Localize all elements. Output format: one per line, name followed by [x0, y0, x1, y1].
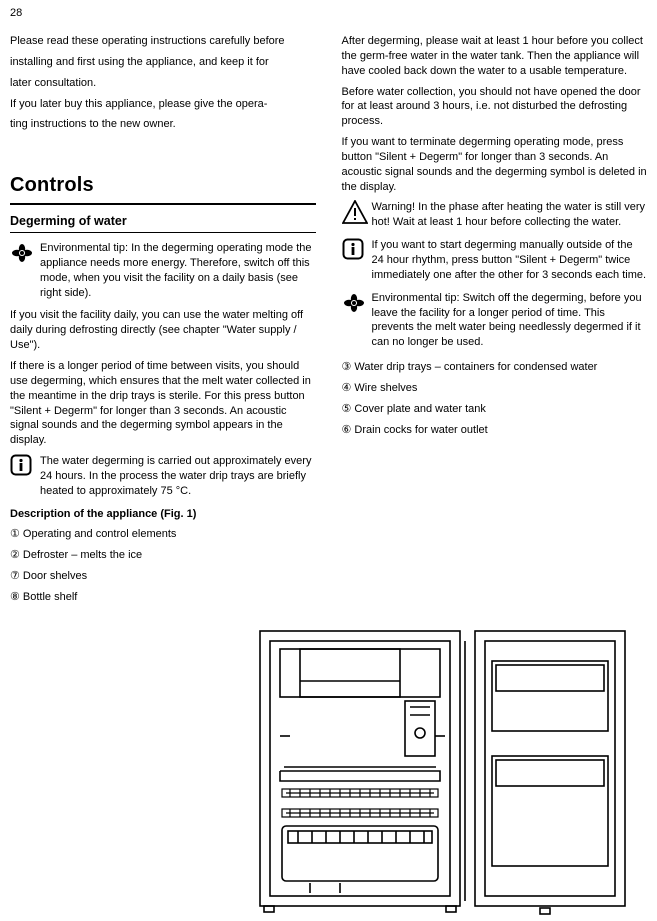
intro-line-5: ting instructions to the new owner. [10, 117, 316, 132]
warning-text: Warning! In the phase after heating the … [372, 201, 646, 228]
info-text-right: If you want to start degerming manually … [372, 239, 647, 281]
eco-text-right: Environmental tip: Switch off the degerm… [372, 292, 642, 349]
info-note-left: The water degerming is carried out appro… [10, 454, 316, 499]
intro-line-4: If you later buy this appliance, please … [10, 97, 316, 112]
label-2: ② Defroster – melts the ice [10, 548, 316, 563]
label-7: ⑦ Door shelves [10, 569, 316, 584]
figure-1 [10, 621, 647, 921]
intro-line-2: installing and first using the appliance… [10, 55, 316, 70]
label-5: ⑤ Cover plate and water tank [342, 402, 648, 417]
r-p3: If you want to terminate degerming opera… [342, 135, 648, 194]
left-column: Please read these operating instructions… [10, 34, 320, 611]
label-3: ③ Water drip trays – containers for cond… [342, 360, 648, 375]
label-8: ⑧ Bottle shelf [10, 590, 316, 605]
two-column-layout: Please read these operating instructions… [10, 34, 647, 611]
r-p2: Before water collection, you should not … [342, 85, 648, 130]
fridge-line-drawing [240, 621, 640, 921]
info-note-text: The water degerming is carried out appro… [40, 455, 311, 497]
figure-heading: Description of the appliance (Fig. 1) [10, 507, 316, 522]
eco-note-left: Environmental tip: In the degerming oper… [10, 241, 316, 300]
label-4: ④ Wire shelves [342, 381, 648, 396]
intro-line-3: later consultation. [10, 76, 316, 91]
label-1: ① Operating and control elements [10, 527, 316, 542]
eco-note-right: Environmental tip: Switch off the degerm… [342, 291, 648, 350]
warning-block: Warning! In the phase after heating the … [342, 200, 648, 230]
r-p1: After degerming, please wait at least 1 … [342, 34, 648, 79]
info-note-right: If you want to start degerming manually … [342, 238, 648, 283]
body-p2: If there is a longer period of time betw… [10, 359, 316, 448]
eco-note-text: Environmental tip: In the degerming oper… [40, 242, 312, 299]
section-title: Controls [10, 172, 316, 205]
subsection-title: Degerming of water [10, 213, 316, 233]
page-number: 28 [10, 6, 22, 21]
label-6: ⑥ Drain cocks for water outlet [342, 423, 648, 438]
right-column: After degerming, please wait at least 1 … [338, 34, 648, 611]
body-p1: If you visit the facility daily, you can… [10, 308, 316, 353]
intro-line-1: Please read these operating instructions… [10, 34, 316, 49]
